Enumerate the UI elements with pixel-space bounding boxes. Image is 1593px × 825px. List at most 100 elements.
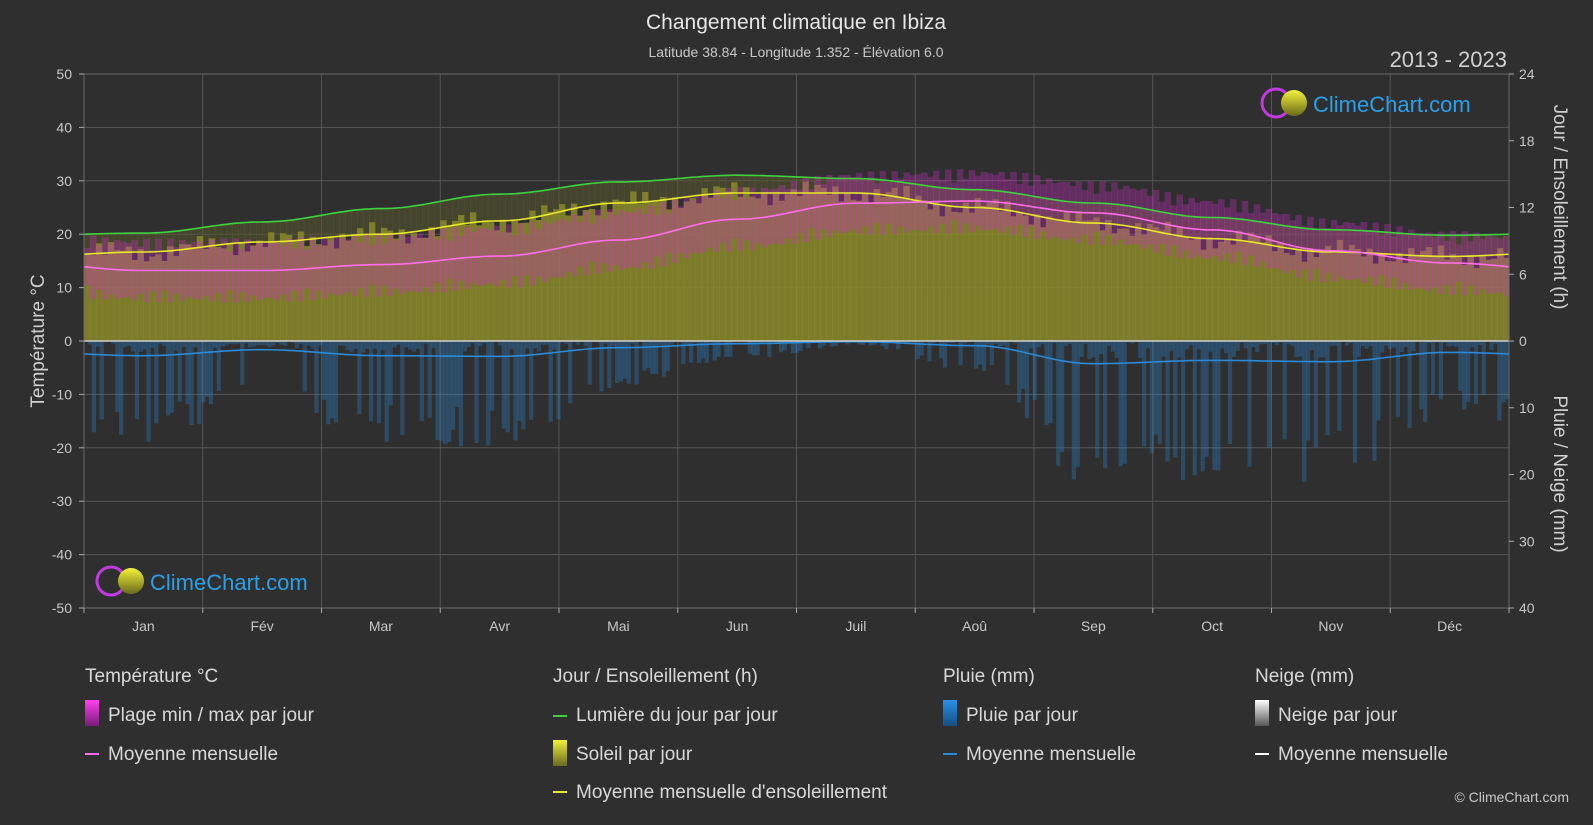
sunshine-bar [689,197,697,341]
sunshine-bar [374,234,382,341]
sunshine-bar [1342,252,1350,341]
rain-bar [1138,341,1143,359]
month-tick-label: Mar [369,618,393,634]
rain-bar [1325,341,1330,436]
daylight-bar [1414,234,1421,256]
rain-bar [716,341,721,357]
sunshine-bar [1247,232,1255,341]
logo-top: ClimeChart.com [1260,87,1471,119]
rain-bar [1411,341,1416,352]
sunshine-bar [285,234,293,341]
right-top-tick-label: 12 [1519,200,1535,216]
sunshine-bar [279,233,287,341]
rain-bar [450,341,456,430]
daylight-bar [131,233,139,253]
rain-bar [985,341,991,345]
rain-bar [782,341,788,351]
rain-bar [548,341,553,422]
daylight-bar [268,221,275,242]
sunshine-bar [950,211,958,341]
daylight-line [83,174,1510,237]
rain-bar [236,341,241,344]
daylight-bar [250,222,257,243]
rain-bar [536,341,542,352]
rain-bar [1157,341,1162,445]
rain-bar [1434,341,1440,343]
rain-bar [1001,341,1006,346]
rain-bar [1337,341,1342,431]
rain-bar [1403,341,1408,347]
sunshine-bar [1384,260,1391,341]
rain-bar [275,341,280,343]
logo-bottom: ClimeChart.com [95,565,308,597]
rain-bar [1263,341,1268,344]
sunshine-bar [398,229,406,341]
rain-bar [1427,341,1432,344]
daylight-bar [499,194,507,221]
sunshine-bar [1022,215,1029,341]
daylight-bar [1449,235,1457,257]
sunshine-bar [1473,267,1480,341]
temperature-range-bar [1277,214,1284,270]
rain-bar [1095,341,1100,458]
daylight-bar [1253,220,1261,243]
left-axis-label: Température °C [28,274,49,407]
daylight-bar [1378,231,1385,254]
daylight-bar [939,187,946,205]
rain-bar [1274,341,1279,345]
rain-bar [794,341,799,353]
rain-bar [165,341,171,416]
sunshine-bar [944,206,952,341]
daylight-bar [84,234,91,255]
rain-bar [806,341,811,349]
rain-bar [661,341,667,377]
rain-bar [665,341,670,371]
rain-bar [1200,341,1205,472]
rain-bar [353,341,358,349]
sunshine-bar [861,192,869,341]
daylight-bar [1491,234,1498,256]
sunshine-bar [226,242,234,341]
daylight-bar [642,181,649,203]
sunshine-bar [149,256,156,341]
daylight-bar [523,192,530,220]
rain-bar [126,341,132,346]
rain-bar [634,341,639,385]
rain-bar [1384,341,1389,346]
daylight-bar [440,201,447,228]
month-tick-label: Jan [132,618,155,634]
daylight-bar [1348,230,1356,253]
chart-title: Changement climatique en Ibiza [646,11,946,34]
rain-bar [1216,341,1221,471]
daylight-bar [434,202,441,229]
rain-bar [255,341,260,346]
rain-bar [431,341,436,348]
rain-bar [1243,341,1248,349]
sunshine-bar [1004,201,1011,341]
daylight-bar [1218,217,1225,239]
daylight-bar [713,175,720,194]
daylight-bar [1503,234,1510,255]
rain-bar [724,341,729,357]
daylight-bar [315,216,323,239]
rain-bar [974,341,979,369]
month-tick-label: Avr [489,618,510,634]
sunshine-bar [1503,257,1510,341]
rain-bar [1087,341,1092,360]
rain-bar [247,341,253,348]
sunshine-bar [493,230,501,341]
sunshine-bar [671,197,679,341]
rain-bar [611,341,616,346]
daylight-bar [547,189,554,215]
daylight-bar [541,190,548,216]
rain-bar [1352,341,1358,463]
daylight-bar [1016,193,1023,212]
daylight-bar [570,186,578,210]
sunshine-bar [796,195,804,341]
sunshine-bar [1443,259,1451,341]
daylight-bar [564,187,572,211]
sunshine-bar [1455,257,1463,341]
rain-bar [1473,341,1479,405]
rain-bar [466,341,471,347]
right-bottom-tick-label: 30 [1519,533,1535,549]
